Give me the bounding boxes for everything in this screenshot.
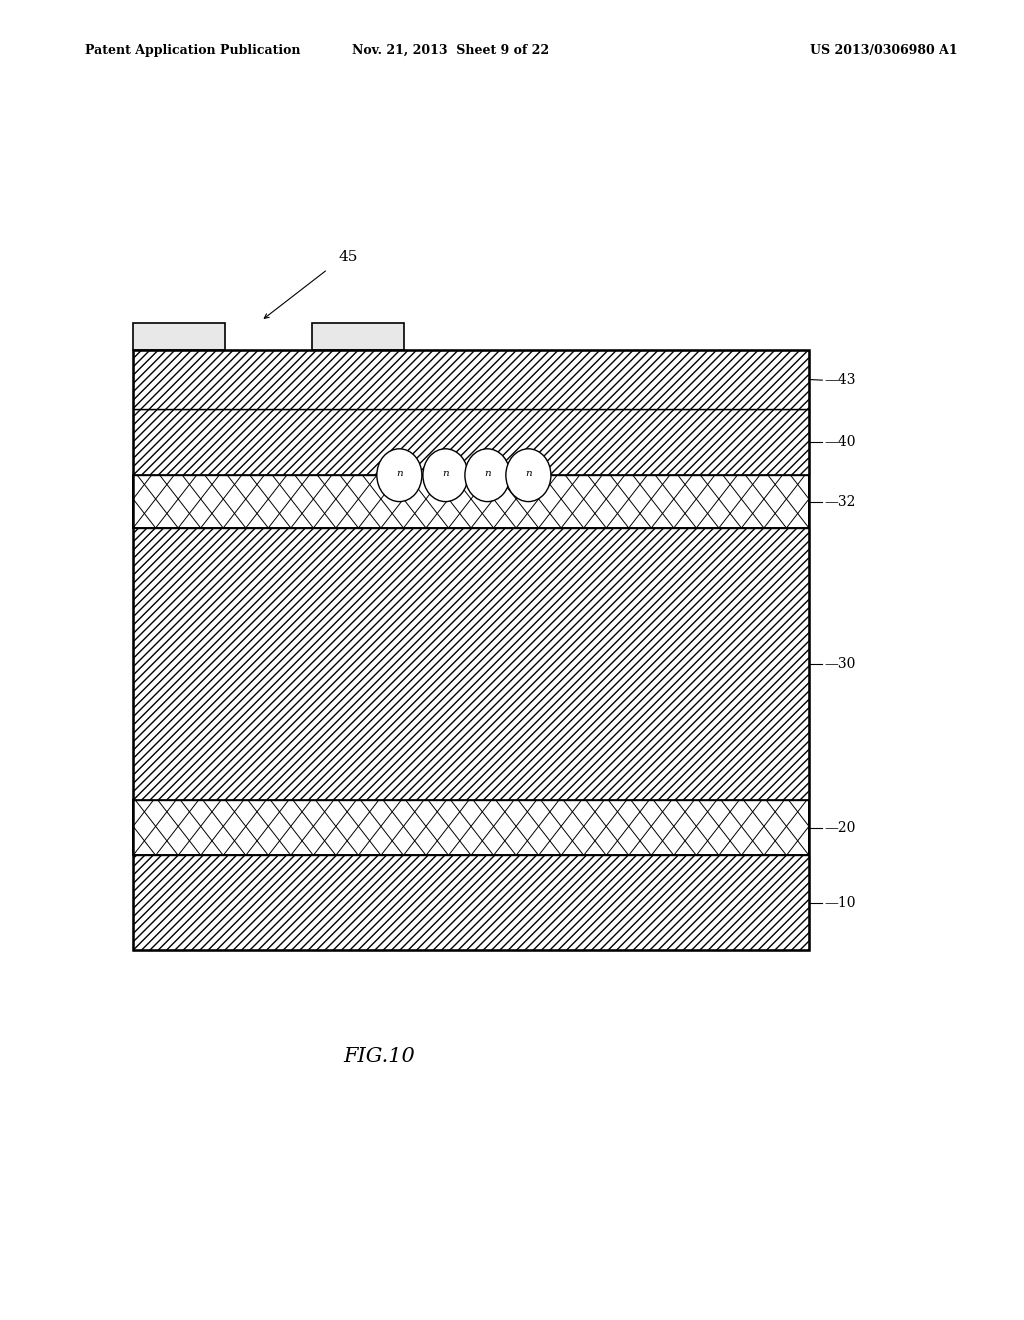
Ellipse shape [465, 449, 510, 502]
Bar [133, 350, 809, 409]
Ellipse shape [506, 449, 551, 502]
Bar [133, 475, 809, 528]
Ellipse shape [423, 449, 468, 502]
Bar [133, 800, 809, 855]
Bar [133, 475, 809, 528]
Ellipse shape [377, 449, 422, 502]
Text: —32: —32 [824, 495, 856, 508]
Text: n: n [525, 470, 531, 478]
Text: Nov. 21, 2013  Sheet 9 of 22: Nov. 21, 2013 Sheet 9 of 22 [352, 44, 549, 57]
Text: n: n [484, 470, 490, 478]
Bar [133, 528, 809, 800]
Text: —43: —43 [824, 374, 856, 387]
Text: Patent Application Publication: Patent Application Publication [85, 44, 300, 57]
Bar [133, 323, 225, 350]
Text: n: n [396, 470, 402, 478]
Text: —30: —30 [824, 657, 856, 671]
Text: —40: —40 [824, 436, 856, 449]
Text: —10: —10 [824, 896, 856, 909]
Bar [312, 323, 404, 350]
Bar [133, 855, 809, 950]
Text: 45: 45 [339, 249, 357, 264]
Bar [133, 350, 809, 950]
Bar [133, 800, 809, 855]
Text: n: n [442, 470, 449, 478]
Text: FIG.10: FIG.10 [343, 1047, 415, 1065]
Text: US 2013/0306980 A1: US 2013/0306980 A1 [810, 44, 957, 57]
Bar [133, 409, 809, 475]
Text: —20: —20 [824, 821, 856, 834]
